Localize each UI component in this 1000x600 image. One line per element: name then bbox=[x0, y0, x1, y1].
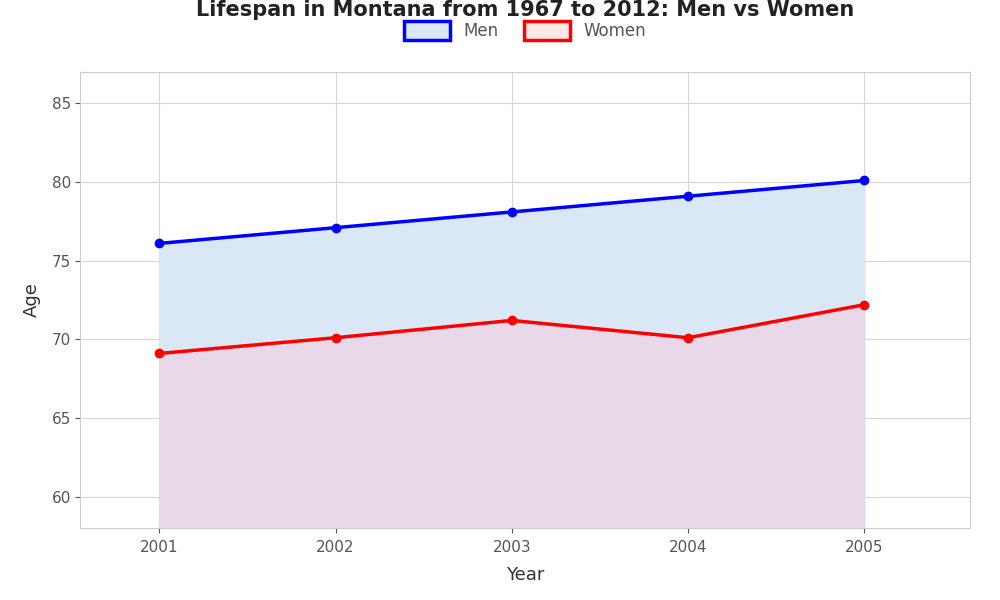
Women bbox=[153, 350, 165, 357]
Men bbox=[330, 224, 342, 231]
X-axis label: Year: Year bbox=[506, 566, 544, 584]
Y-axis label: Age: Age bbox=[22, 283, 40, 317]
Legend: Men, Women: Men, Women bbox=[404, 21, 646, 40]
Men bbox=[153, 240, 165, 247]
Women bbox=[682, 334, 694, 341]
Title: Lifespan in Montana from 1967 to 2012: Men vs Women: Lifespan in Montana from 1967 to 2012: M… bbox=[196, 1, 854, 20]
Line: Women: Women bbox=[155, 301, 868, 358]
Women bbox=[330, 334, 342, 341]
Men bbox=[506, 208, 518, 215]
Men bbox=[682, 193, 694, 200]
Women bbox=[858, 301, 870, 308]
Women bbox=[506, 317, 518, 324]
Men bbox=[858, 177, 870, 184]
Line: Men: Men bbox=[155, 176, 868, 248]
